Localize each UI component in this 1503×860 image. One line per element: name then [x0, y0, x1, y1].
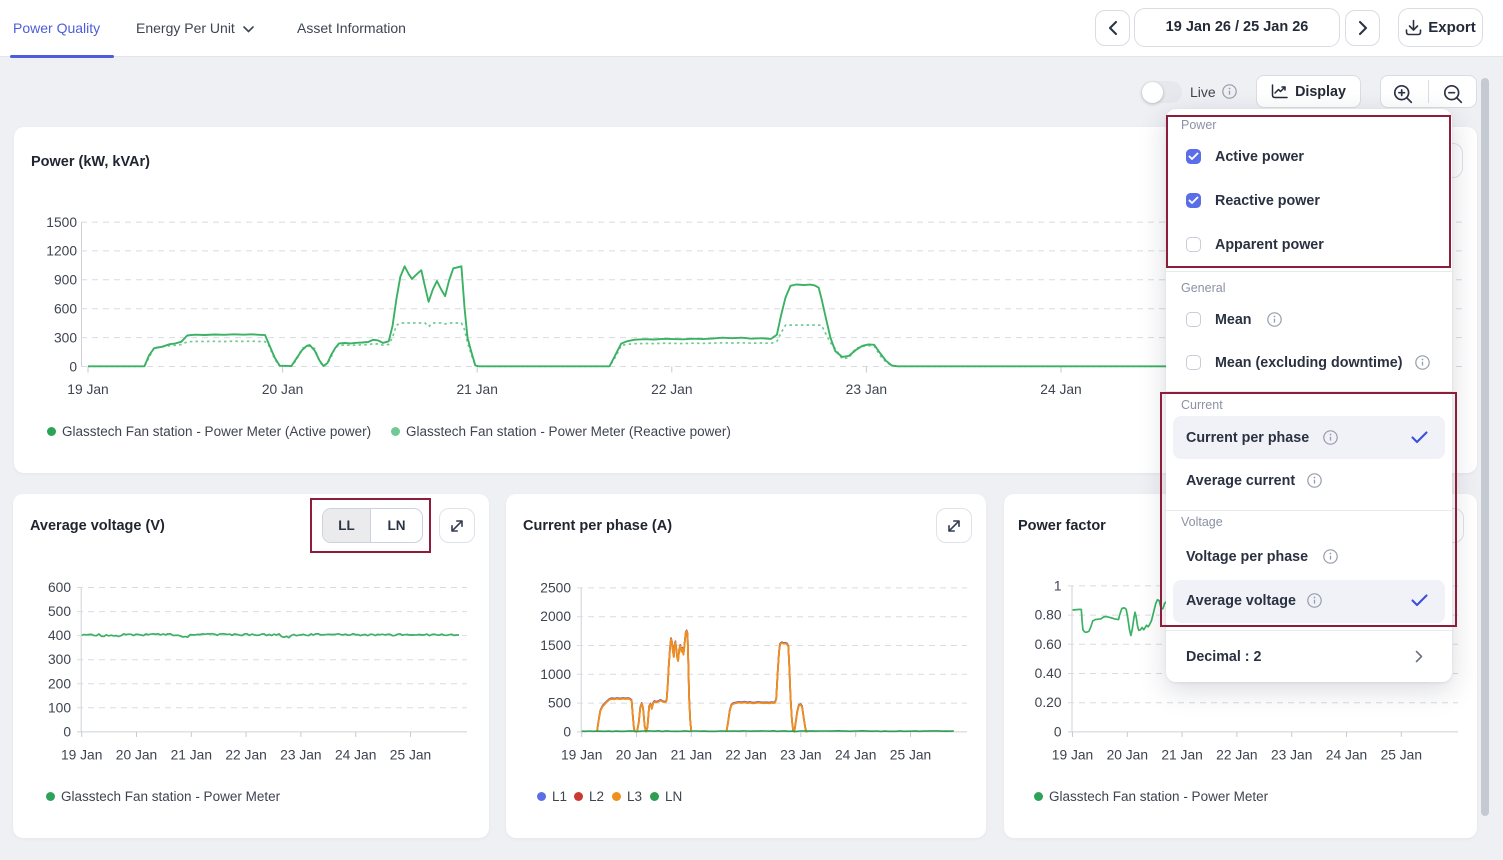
svg-text:25 Jan: 25 Jan: [1381, 748, 1422, 763]
svg-text:19 Jan: 19 Jan: [1052, 748, 1093, 763]
svg-text:20 Jan: 20 Jan: [116, 748, 157, 763]
svg-text:22 Jan: 22 Jan: [225, 748, 266, 763]
svg-text:21 Jan: 21 Jan: [456, 382, 497, 397]
svg-text:0.40: 0.40: [1035, 666, 1062, 681]
svg-text:19 Jan: 19 Jan: [61, 748, 102, 763]
svg-text:500: 500: [48, 604, 71, 619]
svg-text:400: 400: [48, 628, 71, 643]
svg-text:600: 600: [54, 302, 77, 317]
svg-text:21 Jan: 21 Jan: [171, 748, 212, 763]
svg-text:0.60: 0.60: [1035, 637, 1062, 652]
svg-text:25 Jan: 25 Jan: [890, 748, 931, 763]
svg-text:23 Jan: 23 Jan: [846, 382, 887, 397]
svg-text:600: 600: [48, 580, 71, 595]
svg-text:24 Jan: 24 Jan: [1326, 748, 1367, 763]
svg-text:23 Jan: 23 Jan: [280, 748, 321, 763]
svg-text:20 Jan: 20 Jan: [616, 748, 657, 763]
svg-text:300: 300: [54, 330, 77, 345]
svg-text:0: 0: [63, 724, 71, 739]
svg-text:1200: 1200: [46, 244, 77, 259]
svg-text:0: 0: [1054, 724, 1062, 739]
svg-text:20 Jan: 20 Jan: [262, 382, 303, 397]
svg-text:1000: 1000: [540, 667, 571, 682]
svg-text:300: 300: [48, 652, 71, 667]
svg-text:23 Jan: 23 Jan: [1271, 748, 1312, 763]
svg-text:19 Jan: 19 Jan: [561, 748, 602, 763]
svg-text:500: 500: [548, 696, 571, 711]
svg-text:22 Jan: 22 Jan: [1216, 748, 1257, 763]
svg-text:900: 900: [54, 273, 77, 288]
svg-text:19 Jan: 19 Jan: [67, 382, 108, 397]
svg-text:1500: 1500: [46, 215, 77, 230]
svg-text:22 Jan: 22 Jan: [651, 382, 692, 397]
svg-text:23 Jan: 23 Jan: [780, 748, 821, 763]
svg-text:200: 200: [48, 676, 71, 691]
svg-text:24 Jan: 24 Jan: [335, 748, 376, 763]
svg-text:22 Jan: 22 Jan: [725, 748, 766, 763]
svg-text:2500: 2500: [540, 580, 571, 595]
svg-text:0.20: 0.20: [1035, 695, 1062, 710]
svg-text:0.80: 0.80: [1035, 608, 1062, 623]
svg-text:20 Jan: 20 Jan: [1107, 748, 1148, 763]
svg-text:0: 0: [69, 359, 77, 374]
svg-text:100: 100: [48, 700, 71, 715]
svg-text:24 Jan: 24 Jan: [835, 748, 876, 763]
svg-text:1: 1: [1054, 578, 1062, 593]
svg-text:1500: 1500: [540, 638, 571, 653]
svg-text:21 Jan: 21 Jan: [1161, 748, 1202, 763]
svg-text:25 Jan: 25 Jan: [390, 748, 431, 763]
svg-text:24 Jan: 24 Jan: [1040, 382, 1081, 397]
svg-text:0: 0: [563, 724, 571, 739]
svg-text:2000: 2000: [540, 609, 571, 624]
svg-text:21 Jan: 21 Jan: [671, 748, 712, 763]
